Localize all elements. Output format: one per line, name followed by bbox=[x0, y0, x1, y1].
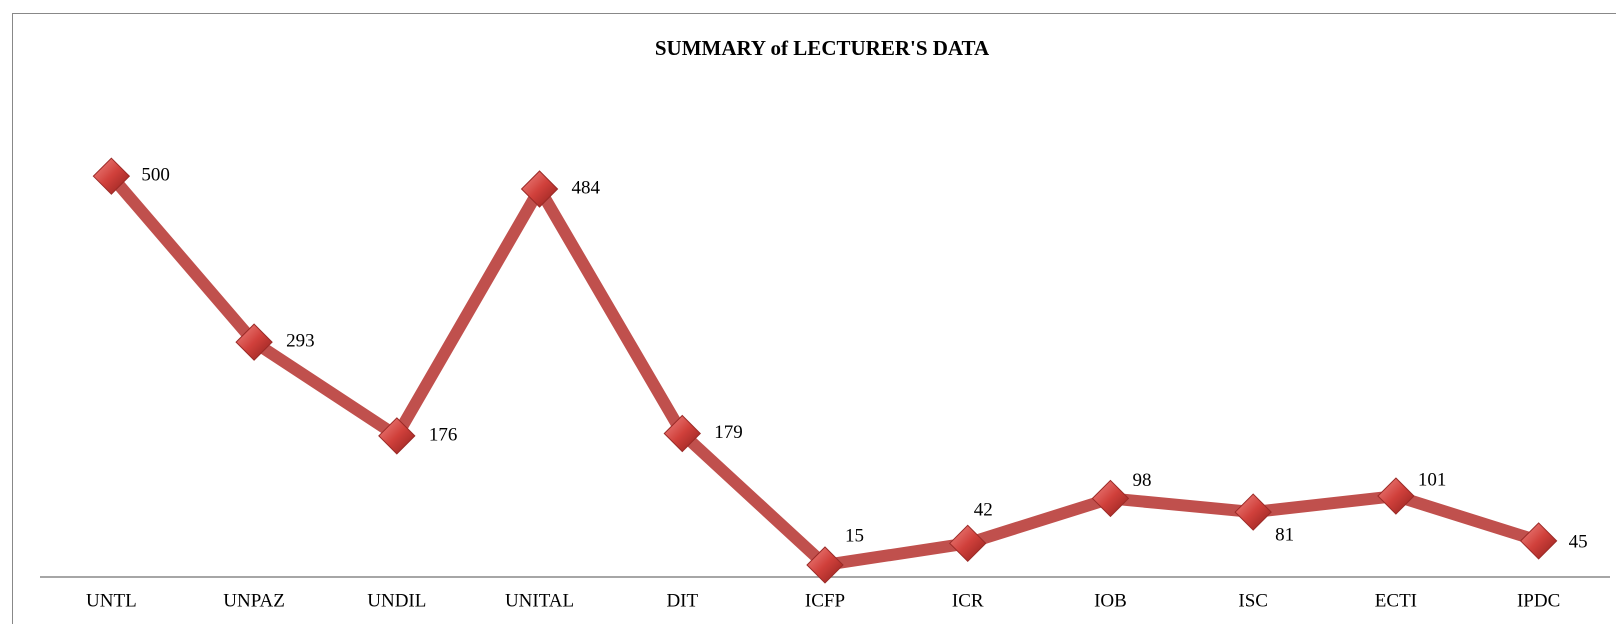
data-label: 176 bbox=[429, 424, 458, 445]
marker bbox=[378, 417, 416, 455]
marker bbox=[1519, 522, 1558, 560]
x-tick-label: ICR bbox=[952, 590, 984, 611]
x-tick-label: DIT bbox=[666, 590, 698, 611]
data-label: 101 bbox=[1418, 469, 1447, 490]
data-label: 179 bbox=[714, 422, 743, 443]
data-label: 293 bbox=[286, 330, 315, 351]
x-tick-label: IOB bbox=[1094, 590, 1127, 611]
marker bbox=[663, 414, 701, 453]
x-tick-label: UNPAZ bbox=[223, 590, 285, 611]
data-label: 500 bbox=[141, 165, 170, 186]
x-tick-label: ICFP bbox=[805, 590, 845, 611]
data-label: 484 bbox=[572, 177, 601, 198]
data-label: 42 bbox=[974, 500, 993, 521]
x-tick-label: IPDC bbox=[1517, 590, 1560, 611]
data-label: 81 bbox=[1275, 524, 1294, 545]
x-tick-label: UNTL bbox=[86, 590, 137, 611]
marker bbox=[949, 524, 987, 563]
marker bbox=[92, 157, 131, 195]
marker bbox=[1091, 479, 1130, 518]
marker bbox=[520, 170, 559, 208]
chart-frame bbox=[12, 13, 1616, 624]
x-tick-label: ECTI bbox=[1375, 590, 1417, 611]
x-tick-label: ISC bbox=[1238, 590, 1268, 611]
data-label: 15 bbox=[845, 525, 864, 546]
data-label: 98 bbox=[1132, 470, 1151, 491]
data-label: 45 bbox=[1569, 531, 1588, 552]
marker bbox=[1377, 477, 1415, 515]
x-tick-label: UNDIL bbox=[367, 590, 426, 611]
marker bbox=[235, 323, 273, 361]
marker bbox=[1234, 493, 1272, 531]
chart-title: SUMMARY of LECTURER'S DATA bbox=[655, 36, 990, 60]
x-tick-label: UNITAL bbox=[505, 590, 574, 611]
marker bbox=[806, 546, 844, 584]
